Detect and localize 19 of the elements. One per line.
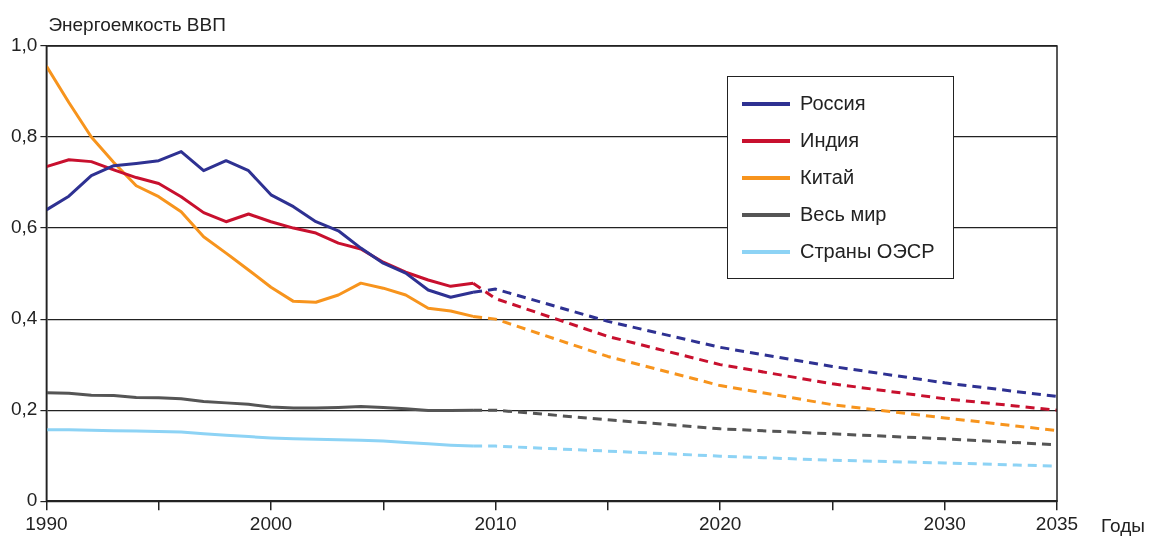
legend-label: Китай	[800, 166, 855, 189]
y-tick-label: 0,6	[10, 216, 38, 238]
x-tick-label: 2030	[923, 512, 966, 534]
y-axis-title: Энергоемкость ВВП	[48, 14, 226, 36]
y-tick-label: 0,8	[10, 125, 38, 147]
x-tick-label: 2000	[249, 512, 293, 534]
x-tick-label: 2010	[474, 512, 517, 534]
y-tick-label: 0,4	[10, 307, 38, 329]
x-axis-title: Годы	[1101, 515, 1145, 538]
y-tick-label: 1,0	[10, 34, 38, 56]
x-tick-label: 1990	[25, 512, 68, 534]
legend-label: Индия	[800, 129, 860, 152]
x-tick-label: 2020	[699, 512, 742, 534]
legend-label: Страны ОЭСР	[800, 240, 935, 263]
y-tick-label: 0	[26, 489, 38, 511]
x-tick-label: 2035	[1035, 512, 1079, 534]
legend-label: Весь мир	[800, 203, 887, 226]
y-tick-label: 0,2	[10, 398, 38, 420]
legend-label: Россия	[800, 92, 866, 115]
